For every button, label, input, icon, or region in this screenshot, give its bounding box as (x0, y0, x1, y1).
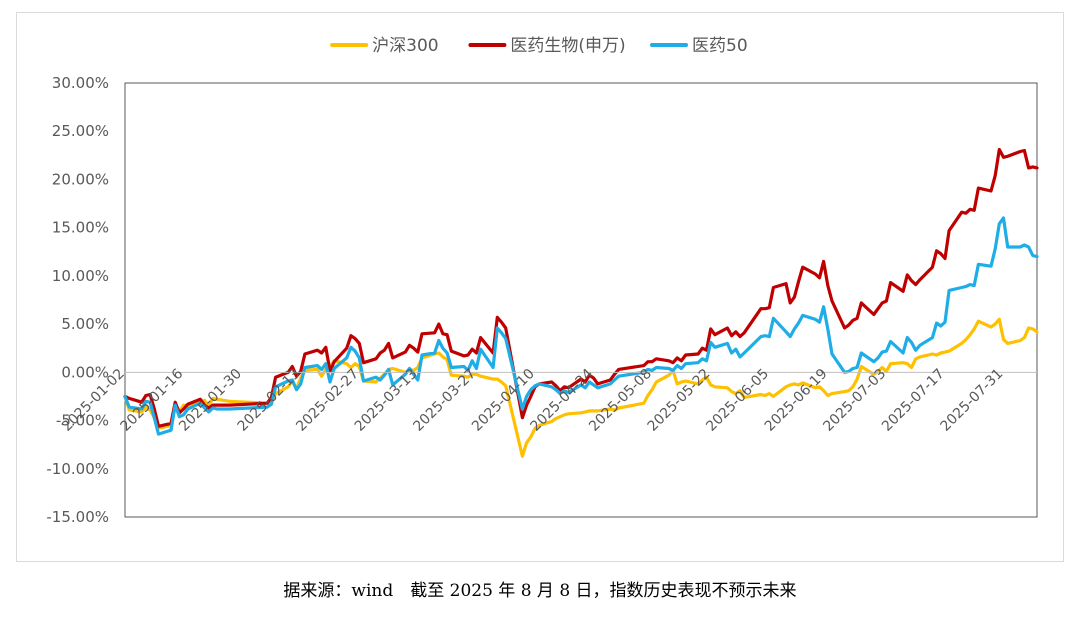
source-note: 据来源：wind 截至 2025 年 8 月 8 日，指数历史表现不预示未来 (283, 581, 797, 601)
y-tick-label: 5.00% (61, 315, 109, 333)
series-layer (123, 147, 1039, 458)
y-tick-label: -5.00% (56, 412, 109, 430)
chart-legend: 沪深300 医药生物(申万) 医药50 (330, 36, 748, 56)
y-tick-label: 15.00% (52, 219, 109, 237)
y-tick-label: -10.00% (46, 460, 109, 478)
plot-border (124, 82, 1038, 518)
x-tick-label: 2025-07-31 (938, 366, 1007, 435)
series-line-1 (123, 147, 1039, 428)
y-tick-label: 30.00% (52, 74, 109, 92)
legend-label: 医药生物(申万) (510, 36, 625, 56)
y-axis: 30.00% 25.00% 20.00% 15.00% 10.00% 5.00% 0.00%… (46, 74, 109, 526)
y-tick-label: 10.00% (52, 267, 109, 285)
y-tick-label: 20.00% (52, 170, 109, 188)
x-axis: 2025-01-022025-01-162025-01-302025-02-13… (59, 366, 1006, 435)
legend-item-1: 医药生物(申万) (468, 36, 626, 56)
line-chart: 沪深300 医药生物(申万) 医药50 30.00% 25.00% 20.00% 15.0… (46, 36, 1039, 526)
legend-label: 沪深300 (372, 36, 438, 56)
series-line-2 (123, 216, 1039, 436)
y-tick-label: -15.00% (46, 508, 109, 526)
y-tick-label: 0.00% (61, 363, 109, 381)
legend-item-2: 医药50 (650, 36, 748, 56)
plot-area (123, 82, 1039, 518)
chart-frame: 沪深300 医药生物(申万) 医药50 30.00% 25.00% 20.00% 15.0… (16, 12, 1064, 562)
legend-label: 医药50 (692, 36, 748, 56)
legend-item-0: 沪深300 (330, 36, 439, 56)
y-tick-label: 25.00% (52, 122, 109, 140)
